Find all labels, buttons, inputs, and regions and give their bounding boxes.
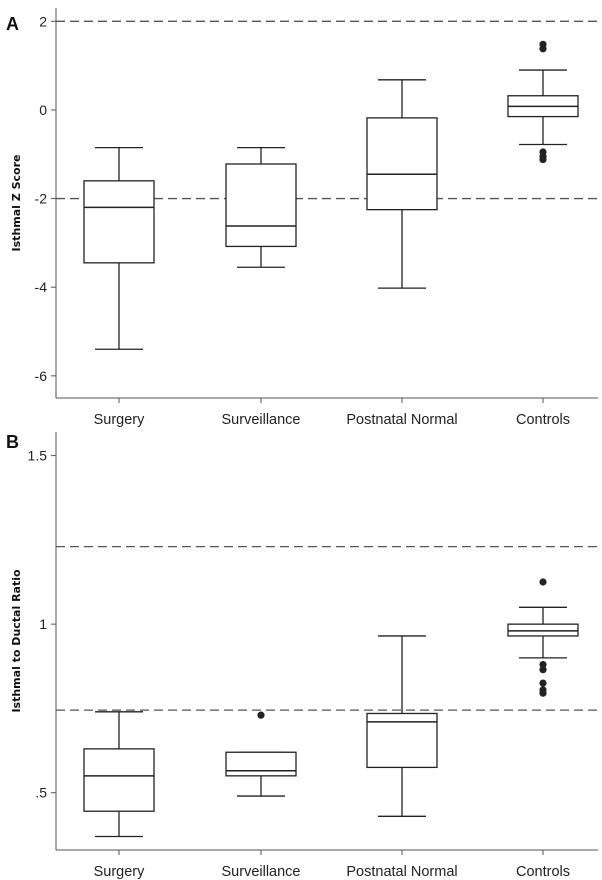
x-tick-label: Surveillance <box>222 864 301 880</box>
panel-label: A <box>6 14 19 34</box>
outlier-point <box>257 711 265 719</box>
box-surgery <box>83 146 155 350</box>
outlier-point <box>539 578 547 586</box>
outlier-point <box>539 679 547 687</box>
x-tick-label: Surgery <box>94 864 146 880</box>
box-surveillance <box>225 146 297 268</box>
y-axis-title: Isthmal to Ductal Ratio <box>10 569 23 713</box>
box-postnatal-normal <box>366 79 438 289</box>
box-iqr <box>83 748 155 812</box>
box-controls <box>507 578 579 697</box>
x-tick-label: Surveillance <box>222 412 301 428</box>
y-tick-label: 0 <box>39 102 47 118</box>
x-tick-label: Surgery <box>94 412 146 428</box>
x-tick-label: Postnatal Normal <box>346 864 457 880</box>
y-tick-label: 1 <box>39 616 47 632</box>
y-tick-label: -2 <box>35 191 48 207</box>
box-surveillance <box>225 711 297 797</box>
box-iqr <box>225 751 297 777</box>
outlier-point <box>539 689 547 697</box>
y-tick-label: -6 <box>35 368 48 384</box>
box-controls <box>507 40 579 164</box>
x-tick-label: Controls <box>516 412 570 428</box>
x-tick-label: Postnatal Normal <box>346 412 457 428</box>
box-iqr <box>225 163 297 248</box>
outlier-point <box>539 660 547 669</box>
outlier-point <box>539 666 547 674</box>
y-tick-label: -4 <box>35 279 48 295</box>
y-axis-title: Isthmal Z Score <box>10 155 23 252</box>
y-tick-label: 1.5 <box>28 448 48 464</box>
box-iqr <box>83 180 155 264</box>
box-iqr <box>366 117 438 211</box>
panel-a: A Isthmal Z Score 2 0 -2 -4 -6 Surgery Surveilla… <box>6 8 598 428</box>
box-iqr <box>507 623 579 637</box>
y-tick-label: .5 <box>35 785 47 801</box>
panel-label: B <box>6 432 19 452</box>
outlier-point <box>539 40 547 48</box>
outlier-point <box>539 155 547 164</box>
box-postnatal-normal <box>366 635 438 817</box>
x-tick-label: Controls <box>516 864 570 880</box>
y-tick-label: 2 <box>39 13 47 29</box>
box-surgery <box>83 711 155 838</box>
